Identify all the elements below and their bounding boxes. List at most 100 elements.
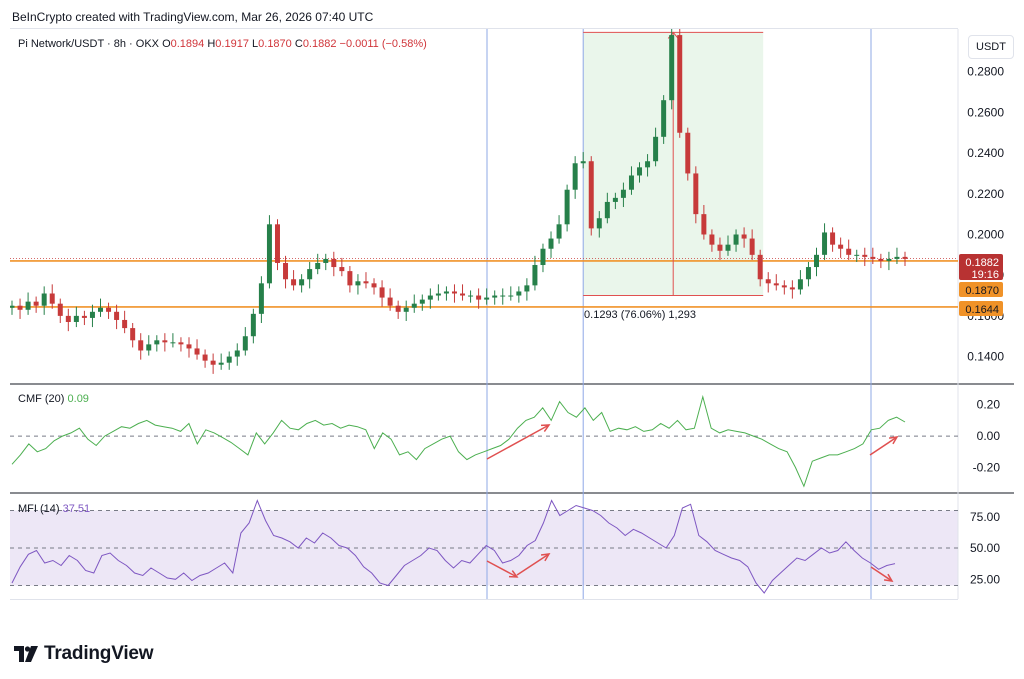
candle-body[interactable] bbox=[580, 161, 586, 164]
candle-body[interactable] bbox=[612, 197, 618, 202]
candle-body[interactable] bbox=[114, 311, 120, 320]
candle-body[interactable] bbox=[628, 175, 634, 190]
candle-body[interactable] bbox=[588, 161, 594, 229]
currency-button[interactable]: USDT bbox=[968, 35, 1014, 59]
candle-body[interactable] bbox=[460, 293, 466, 296]
candle-body[interactable] bbox=[685, 132, 691, 174]
cmf-line[interactable] bbox=[11, 394, 906, 488]
candle-body[interactable] bbox=[98, 307, 103, 312]
candle-body[interactable] bbox=[532, 265, 538, 286]
candle-body[interactable] bbox=[427, 295, 433, 300]
cmf-label[interactable]: CMF (20) bbox=[18, 393, 65, 405]
candle-body[interactable] bbox=[170, 342, 176, 344]
candle-body[interactable] bbox=[548, 238, 554, 249]
candle-body[interactable] bbox=[274, 224, 280, 263]
candle-body[interactable] bbox=[500, 295, 506, 297]
candle-body[interactable] bbox=[49, 293, 55, 304]
candle-body[interactable] bbox=[677, 35, 683, 133]
candle-body[interactable] bbox=[17, 305, 23, 310]
candle-body[interactable] bbox=[435, 293, 441, 296]
level-tag-lower-bg[interactable] bbox=[959, 301, 1003, 316]
candle-body[interactable] bbox=[653, 136, 659, 162]
candle-body[interactable] bbox=[717, 244, 723, 251]
candle-body[interactable] bbox=[162, 340, 168, 343]
candle-body[interactable] bbox=[315, 262, 321, 270]
candle-body[interactable] bbox=[218, 362, 224, 365]
candle-body[interactable] bbox=[81, 315, 87, 318]
candle-body[interactable] bbox=[846, 248, 852, 255]
mfi-label[interactable]: MFI (14) bbox=[18, 503, 60, 515]
candle-body[interactable] bbox=[73, 315, 79, 322]
candle-body[interactable] bbox=[886, 258, 892, 261]
candle-body[interactable] bbox=[371, 283, 377, 288]
candle-body[interactable] bbox=[789, 287, 795, 290]
candle-body[interactable] bbox=[10, 305, 15, 308]
candle-body[interactable] bbox=[596, 218, 602, 229]
candle-body[interactable] bbox=[403, 307, 409, 312]
candle-body[interactable] bbox=[661, 100, 667, 137]
candle-body[interactable] bbox=[701, 214, 707, 235]
candle-body[interactable] bbox=[451, 291, 457, 294]
symbol-label[interactable]: Pi Network/USDT · 8h · OKX bbox=[18, 38, 159, 50]
candle-body[interactable] bbox=[419, 299, 425, 304]
candle-body[interactable] bbox=[138, 340, 144, 351]
candle-body[interactable] bbox=[484, 297, 490, 300]
candle-body[interactable] bbox=[154, 340, 160, 345]
candle-body[interactable] bbox=[709, 234, 715, 245]
candle-body[interactable] bbox=[757, 254, 763, 280]
candle-body[interactable] bbox=[516, 291, 522, 296]
candle-body[interactable] bbox=[250, 313, 256, 337]
candle-body[interactable] bbox=[508, 295, 514, 297]
candle-body[interactable] bbox=[242, 336, 248, 351]
candle-body[interactable] bbox=[765, 279, 771, 284]
candle-body[interactable] bbox=[307, 269, 313, 280]
candle-body[interactable] bbox=[130, 328, 136, 341]
candle-body[interactable] bbox=[830, 232, 836, 245]
candle-body[interactable] bbox=[25, 301, 31, 310]
candle-body[interactable] bbox=[266, 224, 272, 284]
candle-body[interactable] bbox=[395, 305, 401, 312]
tradingview-logo[interactable]: TradingView bbox=[14, 643, 154, 665]
candle-body[interactable] bbox=[693, 173, 699, 215]
candle-body[interactable] bbox=[323, 258, 329, 263]
candle-body[interactable] bbox=[194, 348, 200, 355]
candle-body[interactable] bbox=[749, 238, 755, 255]
candle-body[interactable] bbox=[299, 279, 305, 286]
candle-body[interactable] bbox=[902, 256, 908, 259]
candle-body[interactable] bbox=[620, 189, 626, 198]
candle-body[interactable] bbox=[106, 307, 112, 312]
candle-body[interactable] bbox=[669, 35, 675, 101]
candle-body[interactable] bbox=[524, 285, 530, 292]
candle-body[interactable] bbox=[210, 360, 216, 365]
candle-body[interactable] bbox=[540, 248, 546, 266]
candle-body[interactable] bbox=[878, 258, 884, 261]
candle-body[interactable] bbox=[572, 163, 578, 190]
candle-body[interactable] bbox=[741, 234, 747, 239]
candle-body[interactable] bbox=[733, 234, 739, 245]
candle-body[interactable] bbox=[556, 224, 562, 239]
level-tag-upper-bg[interactable] bbox=[959, 282, 1003, 297]
candle-body[interactable] bbox=[443, 291, 449, 294]
candle-body[interactable] bbox=[725, 244, 731, 251]
last-price-tag-bg[interactable] bbox=[959, 254, 1003, 280]
candle-body[interactable] bbox=[805, 267, 811, 280]
candle-body[interactable] bbox=[355, 281, 361, 286]
candle-body[interactable] bbox=[387, 297, 393, 306]
candle-body[interactable] bbox=[186, 344, 192, 349]
candle-body[interactable] bbox=[822, 232, 828, 255]
candle-body[interactable] bbox=[57, 303, 63, 316]
candle-body[interactable] bbox=[637, 167, 643, 176]
candle-body[interactable] bbox=[89, 311, 95, 318]
candle-body[interactable] bbox=[781, 285, 787, 288]
candle-body[interactable] bbox=[476, 295, 482, 300]
candle-body[interactable] bbox=[492, 295, 498, 298]
chart-frame[interactable]: 0.20 0.00 -0.20 75.00 50.00 25.00 0.1400 0.16… bbox=[10, 28, 1014, 600]
candle-body[interactable] bbox=[854, 254, 860, 256]
candle-body[interactable] bbox=[870, 256, 876, 259]
candle-body[interactable] bbox=[41, 293, 47, 306]
candle-body[interactable] bbox=[604, 201, 610, 219]
chart-svg[interactable]: 0.20 0.00 -0.20 75.00 50.00 25.00 0.1400 0.16… bbox=[10, 29, 1024, 599]
candle-body[interactable] bbox=[122, 319, 128, 329]
candle-body[interactable] bbox=[862, 254, 868, 257]
candle-body[interactable] bbox=[283, 262, 289, 280]
